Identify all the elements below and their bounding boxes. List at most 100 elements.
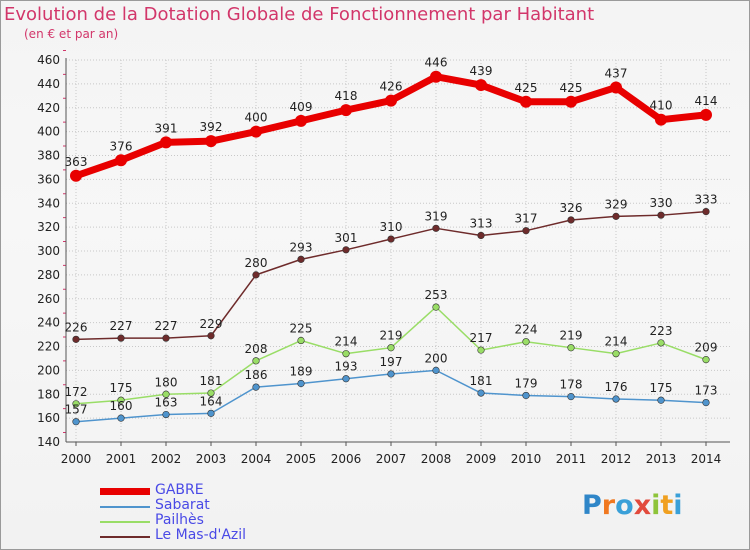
data-point [205,135,217,148]
data-point [477,389,485,397]
data-point [387,370,395,378]
y-tick-label: 200 [37,363,60,377]
data-label: 310 [380,220,403,234]
legend-swatch [100,506,150,508]
data-label: 176 [605,380,628,394]
data-label: 363 [65,155,88,169]
data-point [522,338,530,346]
logo-letter: i [651,490,661,521]
data-label: 173 [695,384,718,398]
x-tick-label: 2013 [646,452,677,466]
data-label: 437 [605,66,628,80]
data-label: 214 [335,335,358,349]
y-tick-label: 140 [37,435,60,449]
series-group [70,70,712,426]
y-tick-label: 160 [37,411,60,425]
data-label: 410 [650,99,673,113]
chart-title: Evolution de la Dotation Globale de Fonc… [4,4,595,25]
data-point [342,350,350,358]
data-label: 160 [110,399,133,413]
data-label: 319 [425,209,448,223]
data-point [702,208,710,216]
data-point [567,216,575,224]
x-tick-label: 2014 [691,452,722,466]
data-point [162,390,170,398]
data-point [117,414,125,422]
axes [63,50,730,446]
logo-letter: t [660,490,674,521]
chart-subtitle: (en € et par an) [24,27,119,41]
data-point [117,334,125,342]
data-label: 193 [335,360,358,374]
x-tick-label: 2006 [331,452,362,466]
logo-letter: r [601,490,616,521]
x-tick-label: 2010 [511,452,542,466]
data-point [252,271,260,279]
data-label: 179 [515,376,538,390]
data-point [385,94,397,107]
data-point [72,400,80,408]
data-point [207,332,215,340]
data-label: 414 [695,94,718,108]
x-tick-label: 2002 [151,452,182,466]
data-label: 227 [155,319,178,333]
data-label: 219 [380,329,403,343]
data-label: 226 [65,320,88,334]
data-label: 209 [695,341,718,355]
data-label: 217 [470,331,493,345]
data-label: 392 [200,120,223,134]
y-tick-label: 280 [37,268,60,282]
logo-letter: P [582,490,602,521]
y-tick-label: 240 [37,316,60,330]
data-point [432,366,440,374]
data-point [250,125,262,138]
y-tick-label: 420 [37,101,60,115]
legend-swatch [100,521,150,523]
data-label: 163 [155,396,178,410]
data-label: 200 [425,351,448,365]
data-label: 180 [155,375,178,389]
data-point [700,108,712,121]
y-tick-label: 300 [37,244,60,258]
data-point [387,235,395,243]
data-label: 301 [335,231,358,245]
data-label: 164 [200,394,223,408]
data-label: 293 [290,240,313,254]
data-point [297,379,305,388]
data-point [655,113,667,126]
data-label: 181 [470,374,493,388]
data-point [117,396,125,404]
data-label: 425 [560,81,583,95]
data-point [387,344,395,352]
x-tick-label: 2000 [61,452,92,466]
y-tick-label: 380 [37,149,60,163]
data-point [430,70,442,83]
x-tick-label: 2003 [196,452,227,466]
data-point [612,212,620,220]
data-point [567,393,575,401]
data-point [342,246,350,254]
data-point [115,154,127,167]
data-point [520,95,532,108]
data-label: 172 [65,385,88,399]
data-label: 376 [110,139,133,153]
data-point [522,391,530,400]
data-label: 224 [515,323,538,337]
legend-swatch [100,536,150,538]
legend-label: Le Mas-d'Azil [155,527,247,543]
logo-letter: o [615,490,634,521]
y-tick-labels: 140 160 180 200 220 240 260 280 300 320 340 360 380 4… [37,53,60,449]
data-point [252,357,260,365]
data-point [252,383,260,391]
x-tick-label: 2011 [556,452,587,466]
data-point [160,136,172,149]
legend-label: GABRE [155,482,204,498]
data-point [702,356,710,364]
data-point [162,410,170,419]
data-point [297,255,305,263]
data-label: 439 [470,64,493,78]
data-label: 229 [200,317,223,331]
data-label: 219 [560,329,583,343]
legend-label: Pailhès [155,512,204,528]
